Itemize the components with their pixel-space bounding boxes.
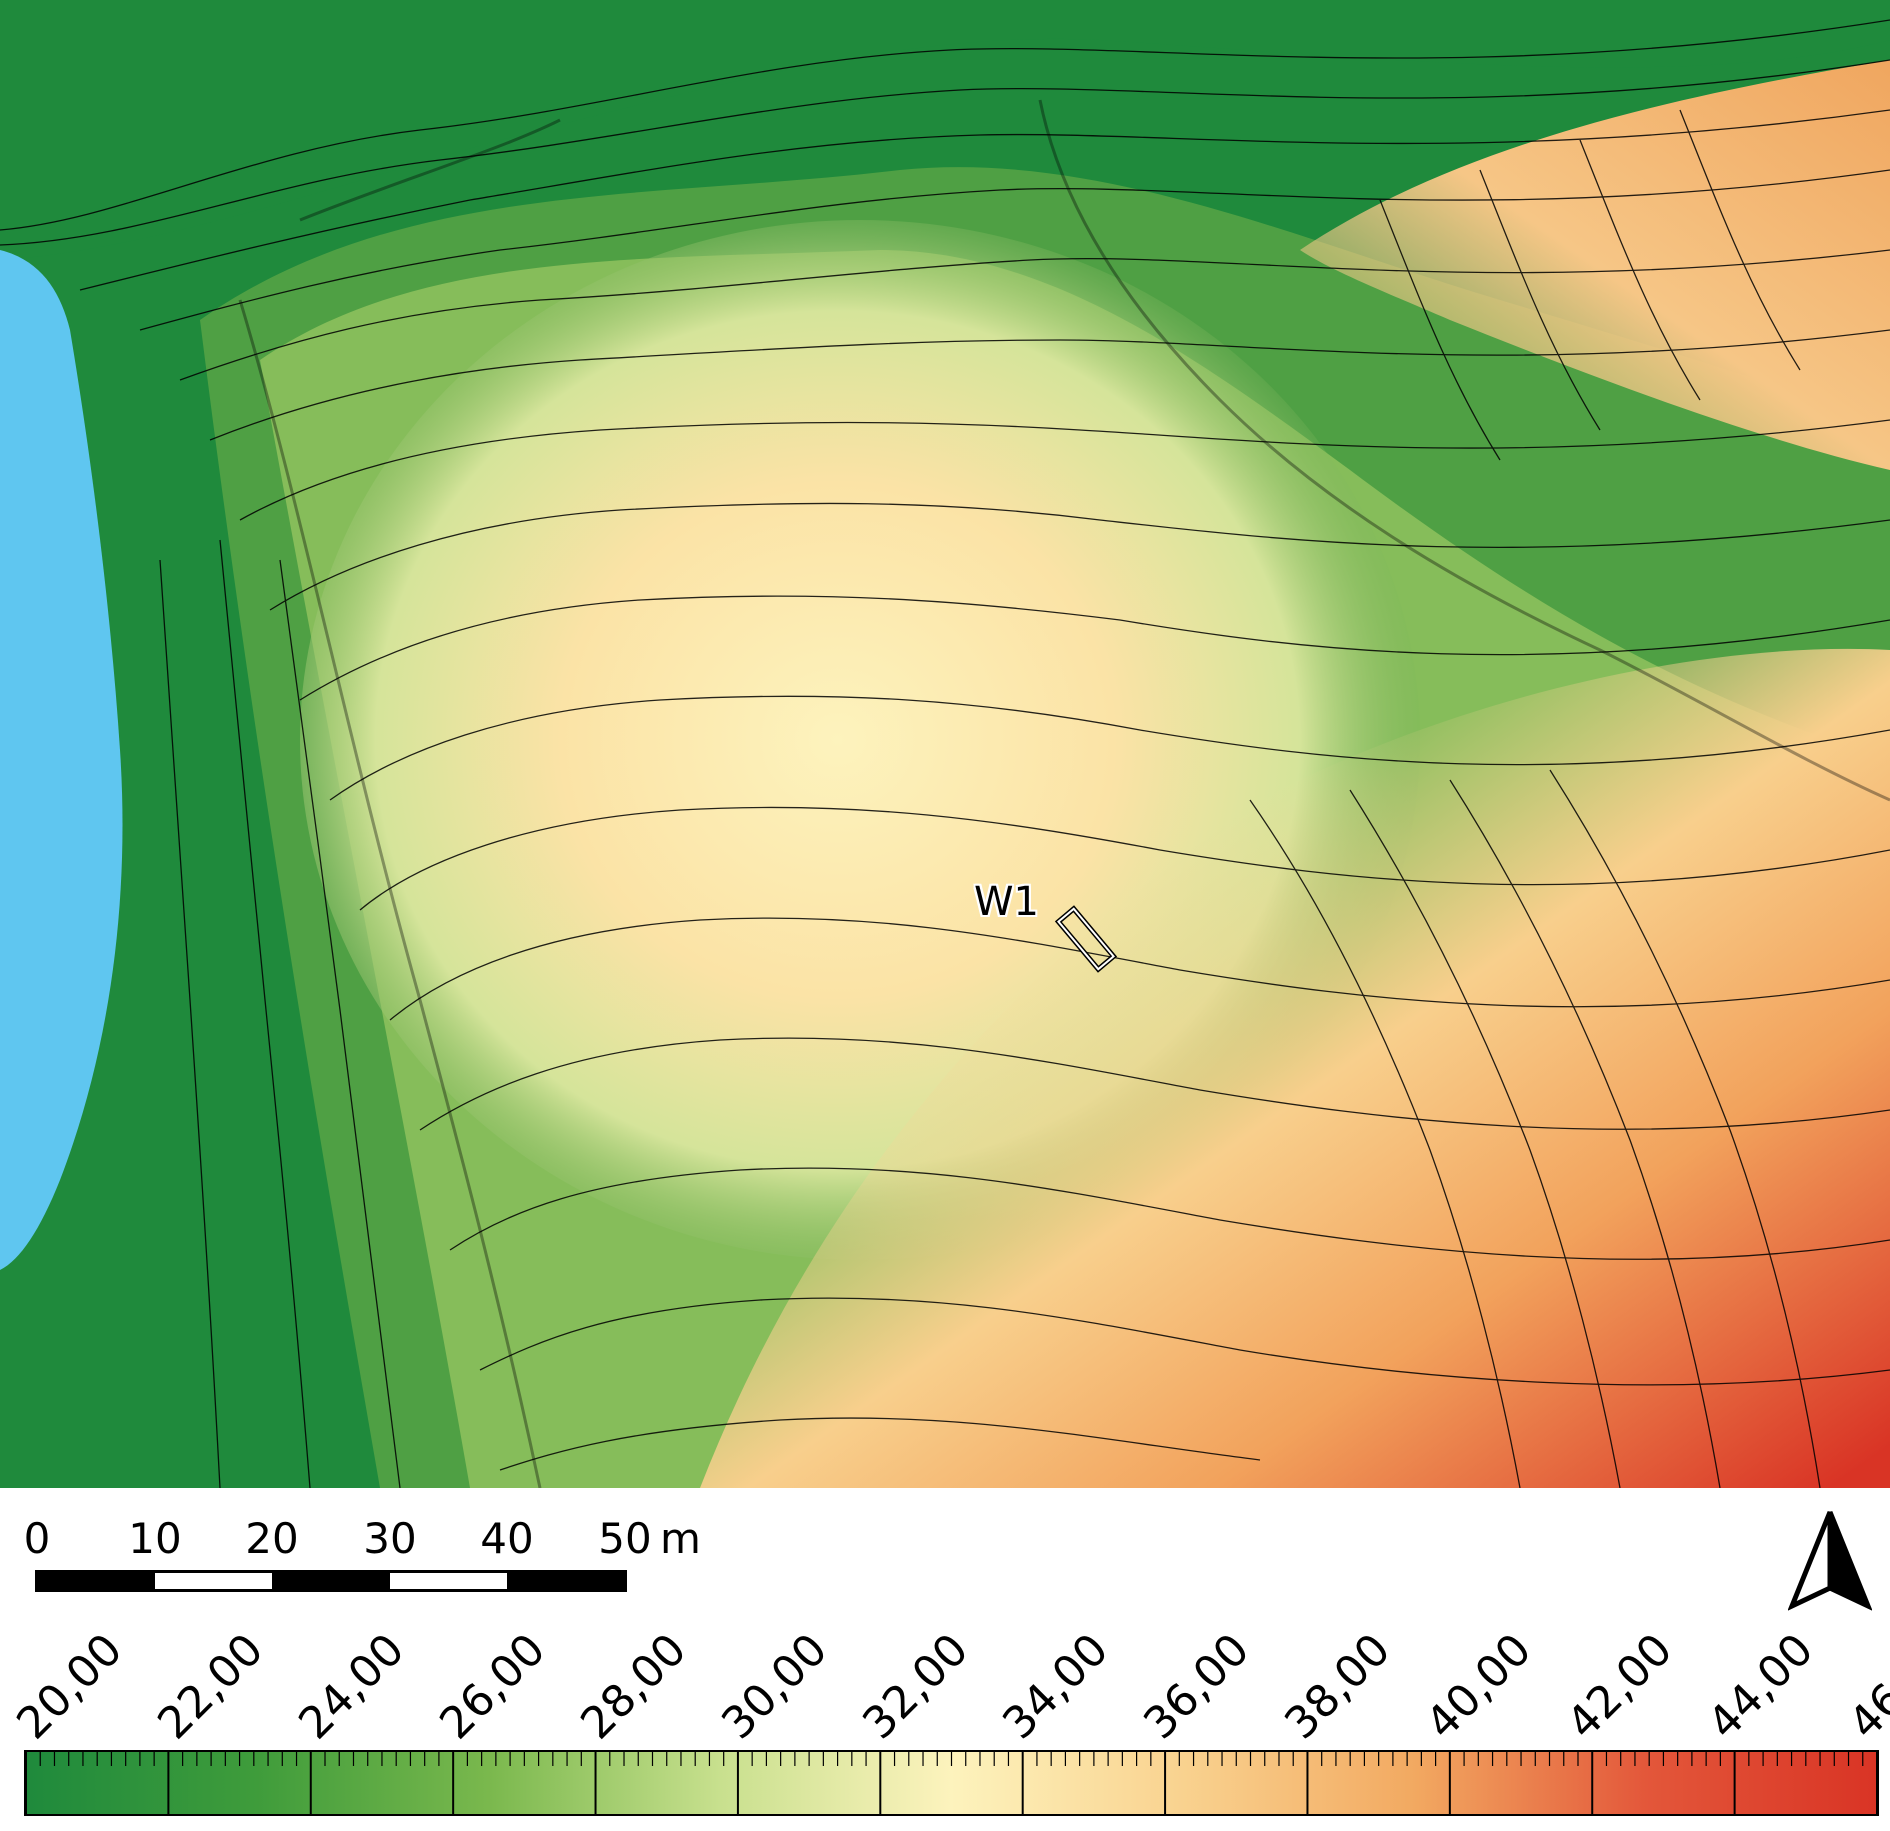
elevation-label-7: 34,00 bbox=[993, 1624, 1119, 1750]
elevation-label-12: 44,00 bbox=[1698, 1624, 1824, 1750]
elevation-label-1: 22,00 bbox=[148, 1624, 274, 1750]
elevation-label-13: 46,00 bbox=[1839, 1624, 1890, 1750]
scale-tick-20: 20 bbox=[245, 1514, 299, 1563]
elevation-map: W1 bbox=[0, 0, 1890, 1488]
elevation-label-3: 26,00 bbox=[429, 1624, 556, 1750]
elevation-color-ramp bbox=[24, 1750, 1879, 1816]
elevation-label-11: 42,00 bbox=[1557, 1624, 1683, 1750]
elevation-label-5: 30,00 bbox=[711, 1624, 837, 1750]
scale-tick-30: 30 bbox=[363, 1514, 417, 1563]
elevation-label-0: 20,00 bbox=[7, 1624, 133, 1750]
scale-tick-10: 10 bbox=[128, 1514, 182, 1563]
elevation-label-6: 32,00 bbox=[852, 1624, 978, 1750]
scale-unit: m bbox=[660, 1514, 701, 1563]
map-legend-area: 0 10 20 30 40 50 m 20,00 22,00 24,00 26,00 2… bbox=[0, 1488, 1890, 1831]
elevation-label-2: 24,00 bbox=[289, 1624, 415, 1750]
elevation-label-9: 38,00 bbox=[1275, 1624, 1401, 1750]
elevation-label-8: 36,00 bbox=[1134, 1624, 1260, 1750]
scale-tick-0: 0 bbox=[23, 1514, 51, 1563]
north-arrow-icon bbox=[1787, 1508, 1873, 1616]
elevation-legend-labels: 20,00 22,00 24,00 26,00 28,00 30,00 32,00 34,00… bbox=[0, 1598, 1890, 1749]
contour-map-canvas bbox=[0, 0, 1890, 1488]
elevation-label-4: 28,00 bbox=[570, 1624, 696, 1750]
scale-bar bbox=[35, 1570, 627, 1592]
elevation-label-10: 40,00 bbox=[1416, 1624, 1542, 1750]
scale-tick-40: 40 bbox=[480, 1514, 534, 1563]
scale-tick-50: 50 bbox=[598, 1514, 652, 1563]
site-w1-label: W1 bbox=[974, 879, 1039, 925]
